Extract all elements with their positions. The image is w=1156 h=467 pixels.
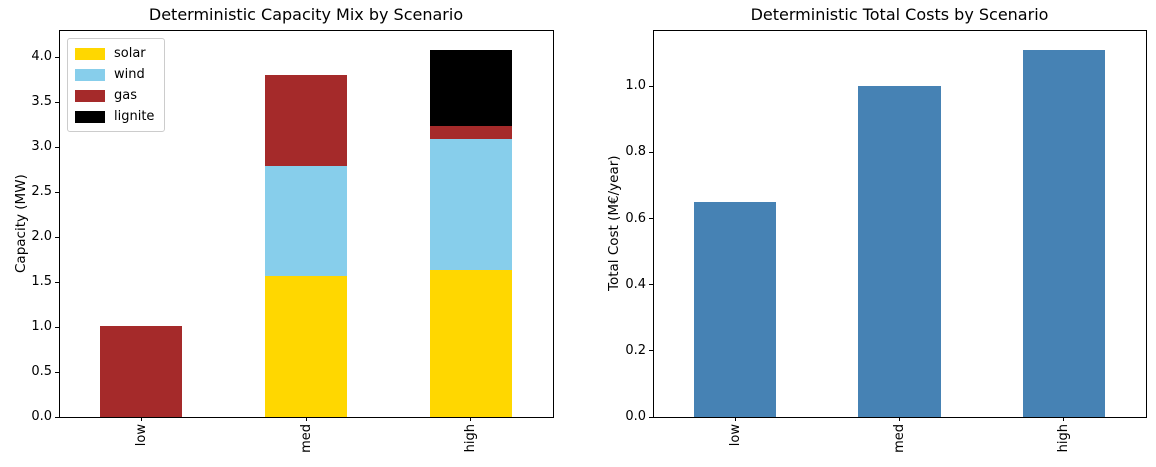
x-tick-label: low (727, 424, 743, 447)
y-tick-mark (55, 146, 59, 148)
y-tick-label: 3.5 (31, 94, 52, 109)
bar-high-wind (429, 138, 512, 271)
legend-item-gas: gas (75, 85, 154, 106)
bar-med-wind (264, 165, 348, 276)
x-tick-mark (1063, 417, 1065, 421)
y-tick-label: 2.5 (31, 184, 52, 199)
y-tick-label: 3.0 (31, 139, 52, 154)
y-tick-mark (649, 85, 653, 87)
y-tick-mark (55, 416, 59, 418)
y-tick-label: 0.0 (31, 409, 52, 424)
y-tick-mark (55, 191, 59, 193)
y-tick-label: 0.6 (625, 210, 646, 226)
y-tick-mark (55, 281, 59, 283)
y-tick-mark (55, 236, 59, 238)
bar-low-gas (100, 326, 183, 417)
y-tick-label: 0.8 (625, 144, 646, 160)
x-tick-label: high (1056, 424, 1072, 453)
y-tick-mark (649, 350, 653, 352)
legend-label-solar: solar (114, 45, 146, 61)
bar-low-total_cost (694, 202, 777, 417)
y-tick-label: 0.0 (625, 409, 646, 424)
y-tick-label: 0.5 (31, 364, 52, 379)
legend-label-gas: gas (114, 87, 137, 103)
bar-high-lignite (429, 49, 512, 127)
bar-high-gas (429, 126, 512, 139)
legend-item-wind: wind (75, 64, 154, 85)
left-y-axis-label: Capacity (MW) (13, 174, 29, 273)
legend-item-solar: solar (75, 43, 154, 64)
bar-med-gas (264, 75, 348, 166)
legend-label-wind: wind (114, 66, 145, 82)
y-tick-label: 1.0 (625, 78, 646, 94)
x-tick-mark (734, 417, 736, 421)
x-tick-mark (140, 417, 142, 421)
y-tick-label: 1.5 (31, 274, 52, 289)
y-tick-label: 0.2 (625, 342, 646, 358)
legend-swatch-lignite (75, 110, 105, 123)
x-tick-label: med (892, 424, 907, 453)
y-tick-label: 0.4 (625, 276, 646, 292)
x-tick-mark (305, 417, 307, 421)
y-tick-mark (55, 326, 59, 328)
bar-high-solar (429, 270, 512, 417)
x-tick-label: med (298, 424, 314, 453)
x-tick-label: high (463, 424, 479, 453)
right-chart-title: Deterministic Total Costs by Scenario (750, 5, 1049, 24)
left-chart-title: Deterministic Capacity Mix by Scenario (148, 5, 464, 24)
x-tick-mark (899, 417, 900, 421)
y-tick-mark (649, 218, 653, 220)
bar-med-total_cost (858, 86, 941, 417)
legend-swatch-solar (75, 47, 105, 60)
legend-swatch-wind (75, 68, 105, 81)
x-tick-mark (470, 417, 472, 421)
y-tick-mark (649, 416, 653, 418)
legend-item-lignite: lignite (75, 106, 154, 127)
bar-high-total_cost (1022, 49, 1105, 417)
y-tick-mark (55, 56, 59, 58)
y-tick-mark (649, 284, 653, 286)
y-tick-mark (55, 101, 59, 103)
y-tick-label: 4.0 (31, 49, 52, 64)
x-tick-label: low (133, 424, 149, 447)
y-tick-mark (55, 371, 59, 373)
y-tick-mark (649, 151, 653, 153)
y-tick-label: 1.0 (31, 319, 52, 334)
bar-med-solar (264, 275, 348, 417)
legend-label-lignite: lignite (114, 108, 155, 124)
legend: solar wind gas lignite (67, 38, 166, 132)
y-tick-label: 2.0 (31, 229, 52, 244)
legend-swatch-gas (75, 89, 105, 102)
